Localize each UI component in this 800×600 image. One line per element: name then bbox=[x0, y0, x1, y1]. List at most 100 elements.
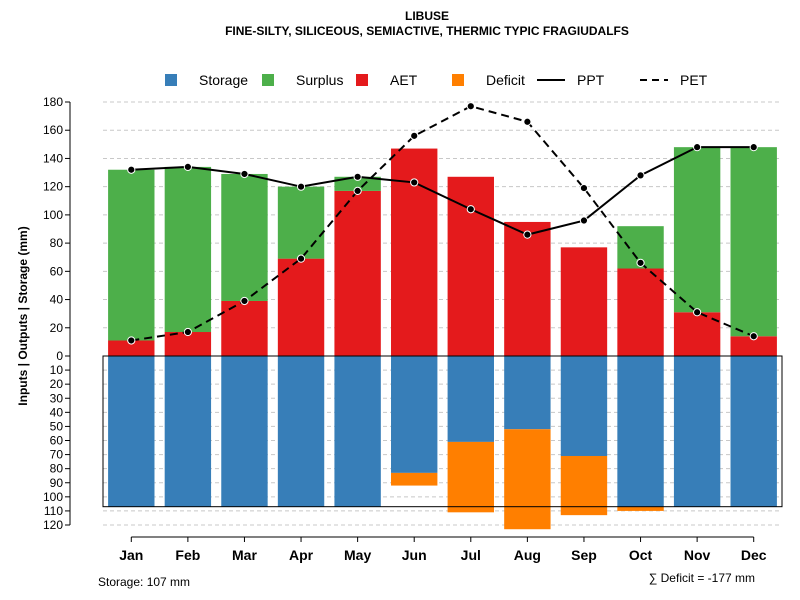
pet-point bbox=[410, 131, 419, 140]
deficit-bar bbox=[447, 441, 494, 513]
x-tick-label: Jul bbox=[461, 547, 481, 563]
y-tick-label: 60 bbox=[50, 264, 64, 278]
y-tick-label: 100 bbox=[43, 490, 63, 504]
ppt-point bbox=[410, 178, 419, 187]
y-tick-label: 50 bbox=[50, 419, 64, 433]
y-axis: 0204060801001201401601801020304050607080… bbox=[43, 95, 71, 532]
x-tick-label: Oct bbox=[629, 547, 653, 563]
x-tick-label: Apr bbox=[289, 547, 314, 563]
storage-bar bbox=[447, 356, 494, 442]
y-tick-label: 30 bbox=[50, 391, 64, 405]
pet-point bbox=[693, 308, 702, 317]
ppt-point bbox=[353, 172, 362, 181]
bars bbox=[108, 147, 777, 530]
chart-subtitle: FINE-SILTY, SILICEOUS, SEMIACTIVE, THERM… bbox=[225, 24, 629, 38]
ppt-point bbox=[749, 143, 758, 152]
pet-point bbox=[636, 258, 645, 267]
ppt-point bbox=[523, 230, 532, 239]
pet-line bbox=[131, 105, 755, 342]
legend-label: Deficit bbox=[486, 72, 525, 88]
y-tick-label: 20 bbox=[50, 377, 64, 391]
storage-bar bbox=[164, 356, 212, 507]
ppt-line bbox=[131, 146, 754, 236]
ppt-point bbox=[579, 216, 589, 225]
x-tick-label: Aug bbox=[514, 547, 541, 563]
surplus-bar bbox=[673, 147, 721, 313]
legend-swatch bbox=[262, 74, 274, 86]
ppt-point bbox=[127, 165, 136, 174]
y-tick-label: 160 bbox=[43, 123, 63, 137]
chart-title: LIBUSE bbox=[405, 9, 449, 23]
surplus-bar bbox=[334, 176, 381, 191]
legend-label: PPT bbox=[577, 72, 605, 88]
storage-bar bbox=[391, 356, 438, 473]
lines bbox=[127, 102, 758, 345]
deficit-bar bbox=[504, 429, 551, 530]
storage-bar bbox=[673, 356, 721, 507]
aet-bar bbox=[164, 332, 212, 356]
aet-bar bbox=[504, 221, 551, 356]
storage-bar bbox=[730, 356, 777, 507]
y-tick-label: 70 bbox=[50, 448, 64, 462]
ppt-point bbox=[296, 182, 306, 191]
y-tick-label: 40 bbox=[50, 405, 64, 419]
x-tick-label: Dec bbox=[741, 547, 767, 563]
surplus-bar bbox=[164, 166, 212, 333]
legend-label: AET bbox=[390, 72, 418, 88]
storage-frame bbox=[102, 355, 783, 508]
x-axis: Jan Feb Mar Apr May Jun Jul Aug Sep Oct Nov Dec bbox=[119, 536, 767, 563]
storage-bar bbox=[221, 356, 268, 507]
y-tick-label: 80 bbox=[50, 462, 64, 476]
y-tick-label: 120 bbox=[43, 518, 63, 532]
storage-bar bbox=[617, 356, 664, 507]
surplus-bar bbox=[108, 169, 155, 341]
storage-bar bbox=[560, 356, 608, 456]
y-tick-label: 140 bbox=[43, 151, 63, 165]
storage-bar bbox=[334, 356, 381, 507]
storage-note: Storage: 107 mm bbox=[98, 575, 190, 589]
ppt-point bbox=[466, 205, 475, 214]
x-tick-label: Feb bbox=[175, 547, 200, 563]
aet-bar bbox=[221, 300, 268, 356]
x-tick-label: Sep bbox=[571, 547, 597, 563]
y-tick-label: 40 bbox=[50, 293, 64, 307]
y-tick-label: 10 bbox=[50, 363, 64, 377]
surplus-bar bbox=[730, 147, 777, 337]
y-tick-label: 120 bbox=[43, 180, 63, 194]
pet-point bbox=[183, 327, 192, 337]
y-axis-label: Inputs | Outputs | Storage (mm) bbox=[16, 226, 30, 405]
legend-label: Surplus bbox=[296, 72, 343, 88]
legend-label: Storage bbox=[199, 72, 248, 88]
aet-bar bbox=[277, 258, 325, 356]
legend-swatch bbox=[452, 74, 464, 86]
storage-bar bbox=[277, 356, 325, 507]
pet-point bbox=[749, 332, 758, 341]
surplus-bar bbox=[221, 173, 268, 301]
ppt-point bbox=[693, 143, 702, 152]
legend-swatch bbox=[356, 74, 368, 86]
y-tick-label: 100 bbox=[43, 208, 63, 222]
y-tick-label: 180 bbox=[43, 95, 63, 109]
gridlines bbox=[103, 101, 782, 526]
y-tick-label: 110 bbox=[44, 504, 63, 518]
deficit-note: ∑ Deficit = -177 mm bbox=[649, 571, 755, 585]
y-tick-label: 60 bbox=[50, 434, 64, 448]
legend-swatch bbox=[165, 74, 177, 86]
ppt-point bbox=[183, 162, 192, 172]
x-tick-label: Jun bbox=[402, 547, 427, 563]
y-tick-label: 20 bbox=[50, 321, 64, 335]
aet-bar bbox=[447, 176, 494, 356]
storage-bar bbox=[108, 356, 155, 507]
x-tick-label: Jan bbox=[119, 547, 143, 563]
deficit-bar bbox=[391, 472, 438, 486]
deficit-bar bbox=[560, 455, 608, 516]
pet-point bbox=[353, 186, 362, 195]
pet-point bbox=[127, 336, 136, 345]
x-tick-label: Mar bbox=[232, 547, 257, 563]
legend: Storage Surplus AET Deficit PPT PET bbox=[165, 72, 708, 88]
pet-point bbox=[579, 183, 589, 193]
deficit-bar bbox=[617, 506, 664, 511]
y-tick-label: 80 bbox=[50, 236, 64, 250]
y-tick-label: 90 bbox=[50, 476, 64, 490]
